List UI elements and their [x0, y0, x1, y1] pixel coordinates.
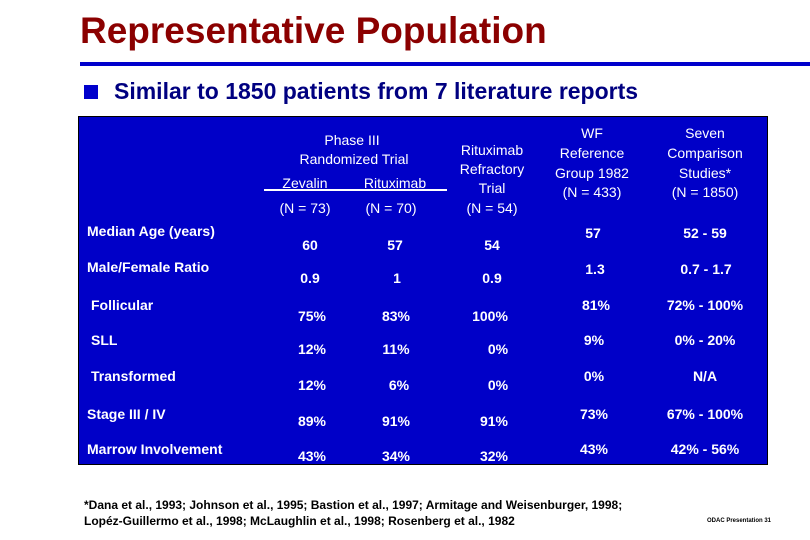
row-label-male-female-ratio: Male/Female Ratio [87, 259, 210, 275]
cell-follicular-rituximab: 83% [381, 308, 411, 324]
cell-transformed-wf: 0% [583, 368, 605, 384]
cell-follicular-seven: 72% - 100% [666, 297, 744, 313]
slide-title: Representative Population [80, 10, 547, 51]
row-label-stage: Stage III / IV [87, 406, 166, 422]
cell-ratio-refractory: 0.9 [482, 270, 502, 286]
header-wf-n: (N = 433) [562, 184, 622, 200]
cell-marrow-zevalin: 43% [297, 448, 327, 464]
cell-follicular-refractory: 100% [472, 308, 508, 324]
header-wf-line1: WF [581, 125, 603, 141]
cell-marrow-rituximab: 34% [381, 448, 411, 464]
header-phase3-title: Phase III [324, 132, 380, 148]
cell-ratio-seven: 0.7 - 1.7 [680, 261, 732, 277]
references-footnote: *Dana et al., 1993; Johnson et al., 1995… [84, 497, 724, 529]
cell-marrow-wf: 43% [579, 441, 609, 457]
bullet-point: Similar to 1850 patients from 7 literatu… [84, 78, 638, 105]
cell-sll-zevalin: 12% [297, 341, 327, 357]
square-bullet-icon [84, 84, 98, 99]
header-rituximab: Rituximab [363, 175, 427, 191]
footnote-line-2: Lopéz-Guillermo et al., 1998; McLaughlin… [84, 514, 515, 528]
header-refractory-n: (N = 54) [466, 200, 518, 216]
cell-stage-rituximab: 91% [381, 413, 411, 429]
cell-median-age-seven: 52 - 59 [683, 225, 727, 241]
cell-transformed-rituximab: 6% [388, 377, 410, 393]
cell-transformed-seven: N/A [692, 368, 718, 384]
cell-sll-seven: 0% - 20% [674, 332, 736, 348]
cell-follicular-zevalin: 75% [297, 308, 327, 324]
header-divider-bar [264, 189, 447, 191]
cell-follicular-wf: 81% [581, 297, 611, 313]
cell-median-age-wf: 57 [585, 225, 601, 241]
title-underline [80, 62, 810, 66]
row-label-follicular: Follicular [91, 297, 154, 313]
header-seven-n: (N = 1850) [671, 184, 739, 200]
cell-median-age-rituximab: 57 [387, 237, 403, 253]
cell-stage-zevalin: 89% [297, 413, 327, 429]
row-label-median-age: Median Age (years) [87, 223, 215, 239]
cell-ratio-zevalin: 0.9 [300, 270, 320, 286]
slide-label: ODAC Presentation 31 [707, 518, 772, 524]
header-seven-line2: Comparison [667, 145, 743, 161]
header-rituximab-n: (N = 70) [365, 200, 417, 216]
footnote-line-1: *Dana et al., 1993; Johnson et al., 1995… [84, 498, 623, 512]
header-seven-line1: Seven [685, 125, 725, 141]
header-refractory-line2: Refractory [459, 161, 525, 177]
cell-sll-rituximab: 11% [382, 341, 410, 357]
header-wf-line2: Reference [559, 145, 625, 161]
header-seven-line3: Studies* [678, 165, 732, 181]
cell-marrow-refractory: 32% [479, 448, 509, 464]
cell-median-age-refractory: 54 [484, 237, 500, 253]
cell-transformed-zevalin: 12% [297, 377, 327, 393]
cell-stage-refractory: 91% [479, 413, 509, 429]
cell-sll-refractory: 0% [487, 341, 509, 357]
cell-sll-wf: 9% [583, 332, 605, 348]
bullet-text: Similar to 1850 patients from 7 literatu… [114, 78, 639, 104]
cell-stage-seven: 67% - 100% [666, 406, 744, 422]
row-label-marrow: Marrow Involvement [87, 441, 223, 457]
cell-ratio-rituximab: 1 [393, 270, 401, 286]
header-zevalin: Zevalin [282, 175, 328, 191]
header-refractory-line1: Rituximab [460, 142, 524, 158]
header-wf-line3: Group 1982 [555, 165, 629, 181]
cell-stage-wf: 73% [579, 406, 609, 422]
population-table: Phase III Randomized Trial Zevalin Ritux… [78, 116, 768, 465]
cell-marrow-seven: 42% - 56% [670, 441, 740, 457]
row-label-sll: SLL [91, 332, 118, 348]
header-zevalin-n: (N = 73) [279, 200, 331, 216]
cell-ratio-wf: 1.3 [585, 261, 605, 277]
row-label-transformed: Transformed [91, 368, 176, 384]
cell-median-age-zevalin: 60 [302, 237, 318, 253]
cell-transformed-refractory: 0% [487, 377, 509, 393]
header-phase3-subtitle: Randomized Trial [299, 151, 409, 167]
header-refractory-line3: Trial [478, 180, 506, 196]
